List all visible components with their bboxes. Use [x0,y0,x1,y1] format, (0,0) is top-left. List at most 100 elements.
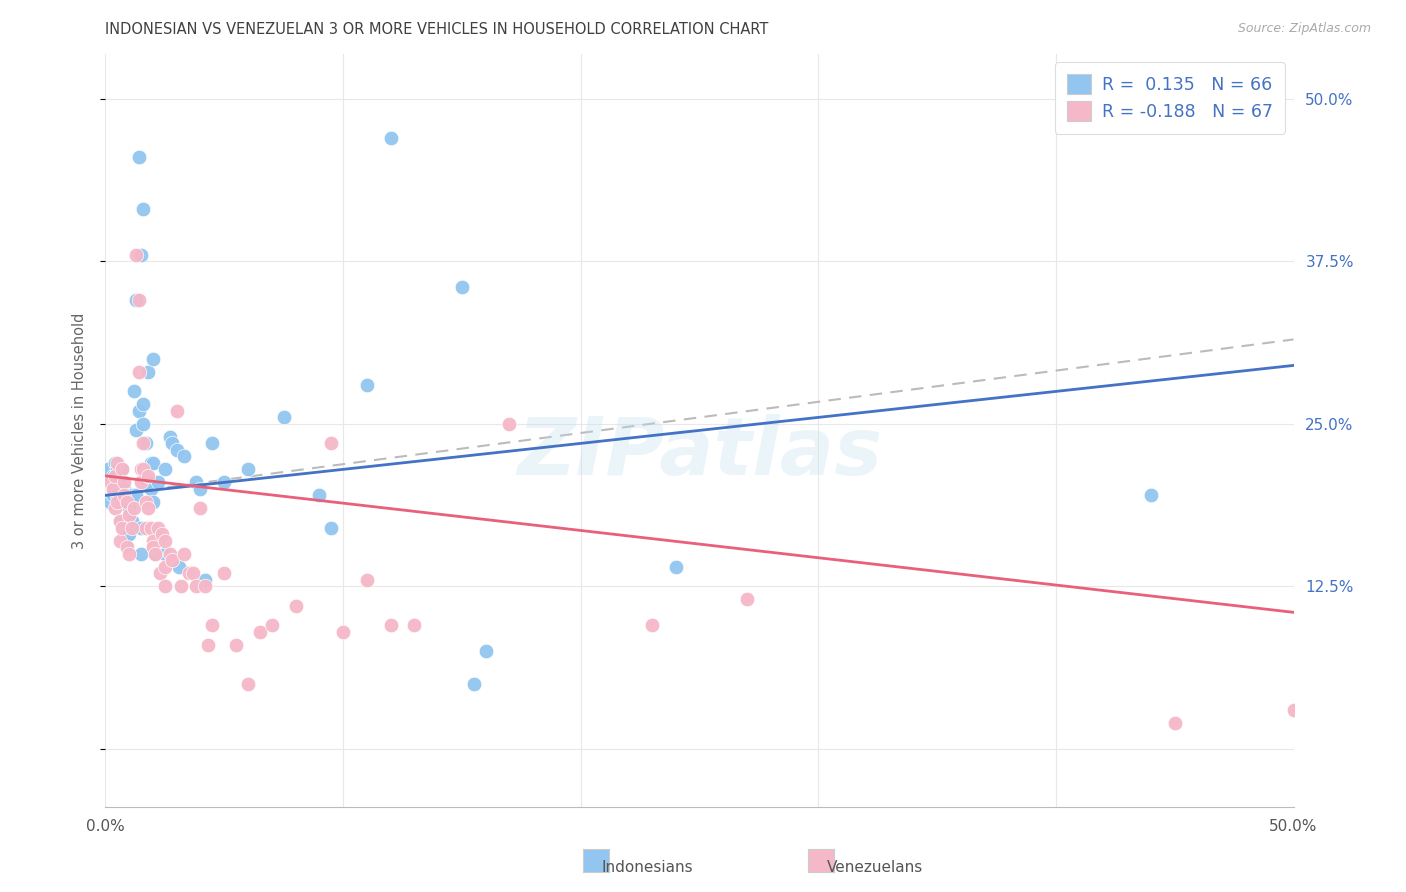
Point [129,547,152,561]
Text: INDONESIAN VS VENEZUELAN 3 OR MORE VEHICLES IN HOUSEHOLD CORRELATION CHART: INDONESIAN VS VENEZUELAN 3 OR MORE VEHIC… [105,22,769,37]
Point [1164,715,1187,730]
Point [132,462,155,476]
Point [115,488,138,502]
Point [142,456,165,470]
Point [735,592,758,607]
Point [105,462,128,476]
Point [170,579,193,593]
Point [197,638,219,652]
Point [184,475,207,490]
Text: Venezuelans: Venezuelans [827,861,922,875]
Point [167,559,190,574]
Point [152,527,174,541]
Point [214,566,236,581]
Point [115,527,138,541]
Point [308,488,330,502]
Point [380,131,402,145]
Point [498,417,520,431]
Point [125,424,148,438]
Point [115,495,138,509]
Point [146,521,169,535]
Point [115,541,138,555]
Point [118,547,141,561]
Point [122,384,145,399]
Point [118,508,141,522]
Point [125,488,148,502]
Point [166,404,188,418]
Point [121,488,143,502]
Point [184,579,207,593]
Point [129,475,152,490]
Point [166,442,188,457]
Point [143,547,166,561]
Point [142,541,165,555]
Point [159,547,181,561]
Point [139,456,162,470]
Point [139,521,162,535]
Point [111,462,134,476]
Point [101,488,124,502]
Point [284,599,307,613]
Point [128,151,150,165]
Point [177,566,200,581]
Point [101,482,124,496]
Point [104,456,127,470]
Point [153,547,176,561]
Point [142,533,165,548]
Point [114,514,136,528]
Point [153,533,176,548]
Point [132,417,155,431]
Point [380,618,402,632]
Point [194,579,217,593]
Point [641,618,664,632]
Point [128,365,150,379]
Point [98,475,121,490]
Point [190,482,212,496]
Legend: R =  0.135   N = 66, R = -0.188   N = 67: R = 0.135 N = 66, R = -0.188 N = 67 [1054,62,1285,134]
Point [173,547,195,561]
Point [104,468,127,483]
Point [236,677,259,691]
Point [332,624,354,639]
Point [249,624,271,639]
Point [129,248,152,262]
Point [173,450,195,464]
Point [132,397,155,411]
Point [129,462,152,476]
Point [108,475,131,490]
Point [114,475,136,490]
Point [105,488,128,502]
Point [118,527,141,541]
Point [104,501,127,516]
Point [160,553,183,567]
Point [121,514,143,528]
Point [143,547,166,561]
Point [115,541,138,555]
Point [214,475,236,490]
Point [114,488,136,502]
Point [194,573,217,587]
Point [149,566,172,581]
Text: Source: ZipAtlas.com: Source: ZipAtlas.com [1237,22,1371,36]
Point [97,462,120,476]
Point [665,559,688,574]
Point [104,482,127,496]
Point [122,501,145,516]
Point [142,351,165,366]
Point [356,378,378,392]
Point [125,248,148,262]
Point [135,495,157,509]
Point [136,365,159,379]
Y-axis label: 3 or more Vehicles in Household: 3 or more Vehicles in Household [72,312,87,549]
Point [105,456,128,470]
Point [135,436,157,450]
Point [190,501,212,516]
Point [142,495,165,509]
Point [160,436,183,450]
Point [153,462,176,476]
Point [153,579,176,593]
Point [273,410,295,425]
Point [135,521,157,535]
Point [129,521,152,535]
Point [201,436,224,450]
